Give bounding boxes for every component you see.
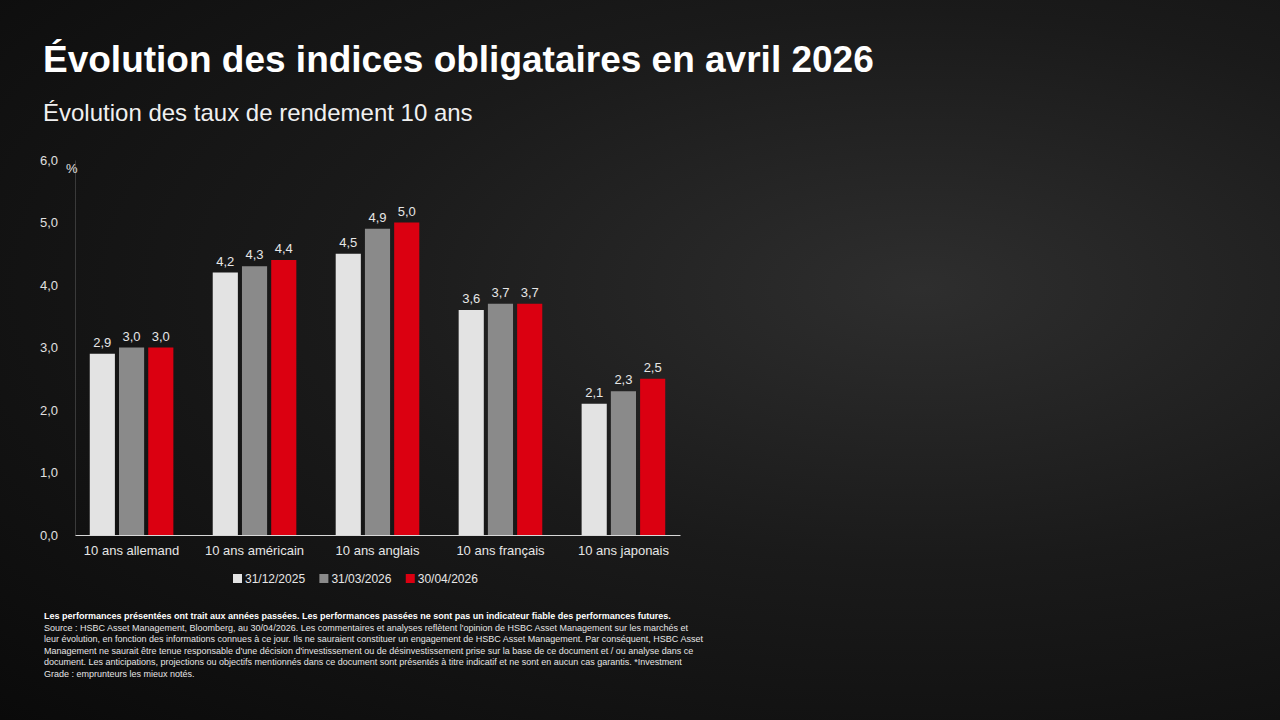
data-label: 4,2 <box>216 254 234 269</box>
legend-item: 31/03/2026 <box>319 572 391 586</box>
data-label: 2,1 <box>585 385 603 400</box>
data-label: 3,0 <box>152 329 170 344</box>
y-tick: 3,0 <box>40 340 75 355</box>
bar <box>90 354 115 535</box>
bar <box>582 404 607 535</box>
data-label: 3,6 <box>462 291 480 306</box>
bars <box>90 223 665 536</box>
y-tick-label: 5,0 <box>40 215 58 230</box>
data-label: 4,9 <box>368 210 386 225</box>
legend-swatch <box>406 574 415 583</box>
y-tick-label: 6,0 <box>40 153 58 168</box>
x-tick: 10 ans français <box>456 535 545 558</box>
bar <box>271 260 296 535</box>
data-label: 2,5 <box>644 360 662 375</box>
bar <box>488 304 513 535</box>
x-tick-label: 10 ans japonais <box>578 543 670 558</box>
legend-swatch <box>233 574 242 583</box>
y-tick: 2,0 <box>40 403 75 418</box>
legend-item: 31/12/2025 <box>233 572 305 586</box>
data-labels: 2,9 4,2 4,5 3,6 2,1 3,0 4,3 4,9 3,7 2,3 3,0 4,4 5,0 3… <box>93 204 661 400</box>
data-label: 4,5 <box>339 235 357 250</box>
bar <box>336 254 361 535</box>
legend-label: 31/12/2025 <box>245 572 305 586</box>
y-tick-label: 0,0 <box>40 528 58 543</box>
legend-label: 31/03/2026 <box>331 572 391 586</box>
x-tick: 10 ans allemand <box>84 535 179 558</box>
legend-label: 30/04/2026 <box>418 572 478 586</box>
x-tick: 10 ans américain <box>205 535 304 558</box>
disclaimer: Les performances présentées ont trait au… <box>44 611 704 623</box>
y-tick: 0,0 <box>40 528 75 543</box>
y-tick-label: 4,0 <box>40 278 58 293</box>
data-label: 5,0 <box>398 204 416 219</box>
bar <box>213 273 238 536</box>
bar <box>517 304 542 535</box>
y-tick-label: 1,0 <box>40 465 58 480</box>
bar <box>148 348 173 536</box>
bar <box>459 310 484 535</box>
x-tick-label: 10 ans anglais <box>336 543 420 558</box>
y-tick: 5,0 <box>40 215 75 230</box>
legend-swatch <box>319 574 328 583</box>
bar <box>119 348 144 536</box>
y-axis-line <box>75 161 76 536</box>
bar <box>365 229 390 535</box>
x-tick: 10 ans anglais <box>336 535 420 558</box>
data-label: 3,7 <box>521 285 539 300</box>
title: Évolution des indices obligataires en av… <box>43 39 874 80</box>
series-bars <box>119 229 636 535</box>
data-label: 2,3 <box>614 372 632 387</box>
bar <box>394 223 419 536</box>
bar <box>640 379 665 535</box>
series-bars <box>90 254 607 535</box>
legend-item: 30/04/2026 <box>406 572 478 586</box>
y-tick: 4,0 <box>40 278 75 293</box>
data-label: 2,9 <box>93 335 111 350</box>
subtitle: Évolution des taux de rendement 10 ans <box>43 99 473 126</box>
footnotes: Les performances présentées ont trait au… <box>44 611 704 680</box>
y-tick: 1,0 <box>40 465 75 480</box>
data-label: 4,4 <box>275 241 293 256</box>
x-tick-label: 10 ans allemand <box>84 543 179 558</box>
source-note: Source : HSBC Asset Management, Bloomber… <box>44 623 704 681</box>
y-tick-label: 2,0 <box>40 403 58 418</box>
y-axis: 0,0 1,0 2,0 3,0 4,0 5,0 6,0 <box>40 153 76 543</box>
bar <box>611 391 636 535</box>
y-tick-label: 3,0 <box>40 340 58 355</box>
x-tick: 10 ans japonais <box>578 535 670 558</box>
x-axis-line <box>76 535 681 536</box>
series-bars <box>148 223 665 536</box>
x-tick-label: 10 ans américain <box>205 543 304 558</box>
data-label: 3,0 <box>123 329 141 344</box>
legend: 31/12/2025 31/03/2026 30/04/2026 <box>233 572 478 586</box>
x-tick-label: 10 ans français <box>456 543 545 558</box>
bar <box>242 266 267 535</box>
data-label: 4,3 <box>245 247 263 262</box>
x-axis: 10 ans allemand 10 ans américain 10 ans an… <box>76 535 681 558</box>
y-axis-unit: % <box>66 161 78 176</box>
data-label: 3,7 <box>491 285 509 300</box>
